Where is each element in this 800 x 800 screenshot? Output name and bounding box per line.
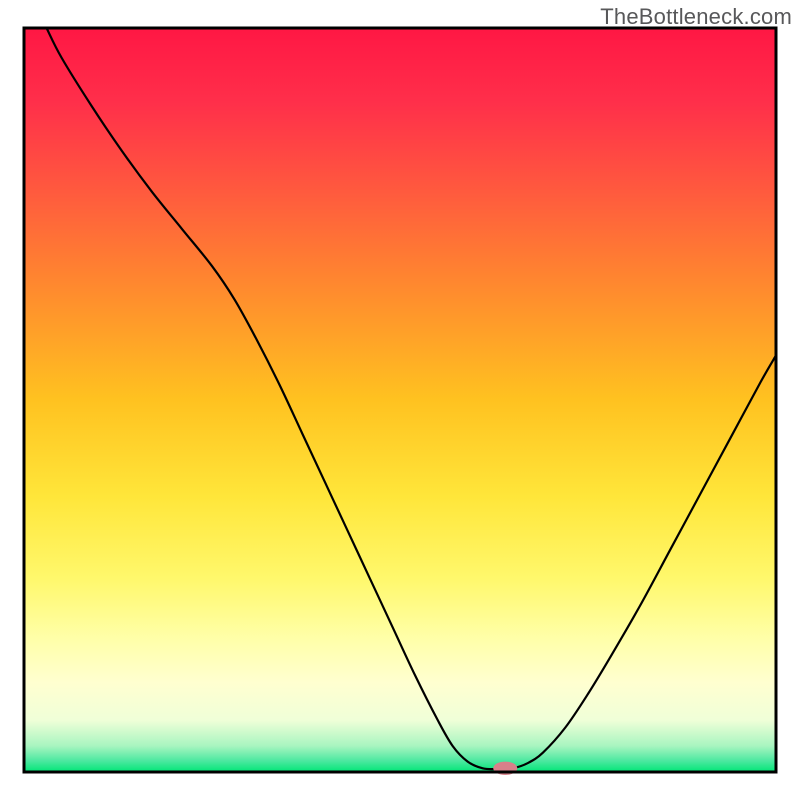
plot-background — [24, 28, 776, 772]
chart-svg — [0, 0, 800, 800]
watermark-text: TheBottleneck.com — [600, 4, 792, 30]
bottleneck-chart: TheBottleneck.com — [0, 0, 800, 800]
